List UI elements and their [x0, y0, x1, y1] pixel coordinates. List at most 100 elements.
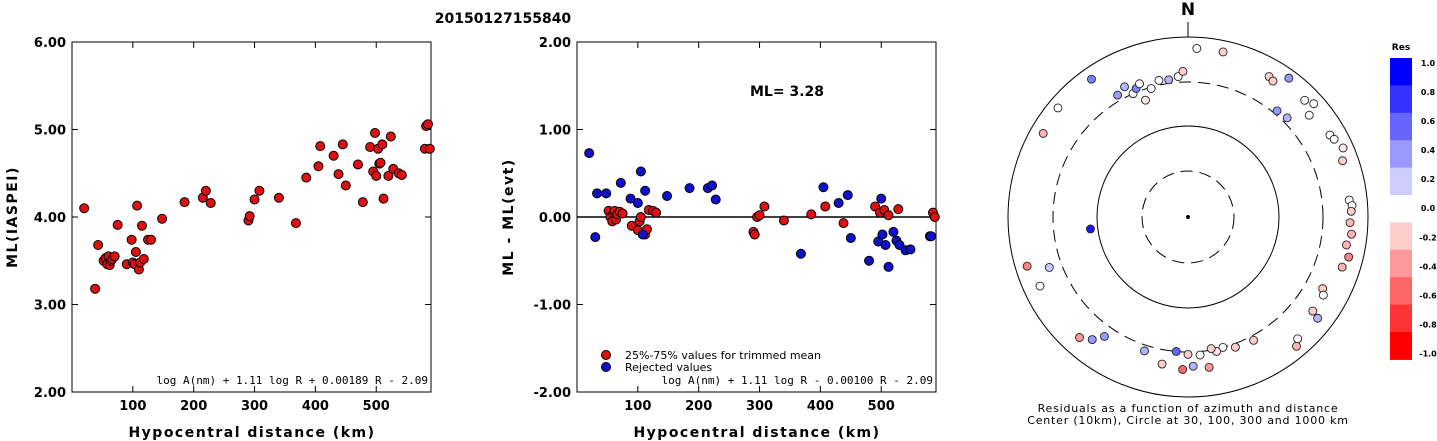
station-marker — [1085, 224, 1095, 234]
y-tick-label: 6.00 — [34, 36, 66, 51]
y-tick-label: 3.00 — [34, 299, 66, 314]
station-marker — [1053, 103, 1063, 113]
data-point — [383, 170, 394, 181]
x-tick-label: 100 — [624, 399, 651, 414]
data-point — [157, 213, 168, 224]
data-point — [340, 180, 351, 191]
colorbar-swatch — [1390, 167, 1412, 196]
epicenter-dot — [1186, 215, 1190, 219]
data-point — [290, 218, 301, 229]
station-marker — [1337, 262, 1347, 272]
station-marker — [1342, 240, 1351, 250]
station-marker — [1318, 290, 1328, 300]
left-ticks: 100 200 300 400 500 2.00 3.00 4.00 5.00 6.00 — [34, 36, 431, 414]
station-marker — [1338, 156, 1348, 166]
data-point — [926, 231, 937, 242]
station-marker — [1338, 143, 1348, 153]
station-marker — [1192, 44, 1202, 53]
data-point — [749, 229, 760, 240]
ring-30km — [1141, 170, 1235, 264]
x-tick-label: 300 — [746, 399, 773, 414]
data-point — [845, 233, 856, 243]
colorbar-label: -0.6 — [1419, 291, 1437, 300]
station-marker — [1300, 95, 1310, 105]
data-point — [146, 234, 157, 245]
data-point — [592, 188, 603, 199]
data-point — [778, 215, 789, 226]
colorbar-swatch — [1390, 222, 1412, 251]
colorbar-swatch — [1390, 85, 1412, 114]
data-point — [818, 182, 829, 193]
station-marker — [1183, 349, 1193, 359]
data-point — [833, 198, 844, 208]
y-tick-label: 2.00 — [34, 386, 66, 401]
y-tick-label: -2.00 — [534, 386, 571, 401]
data-point — [424, 143, 435, 154]
station-marker — [1178, 365, 1188, 374]
data-point — [385, 131, 396, 142]
data-point — [109, 251, 120, 262]
data-point — [615, 177, 626, 188]
station-marker — [1044, 263, 1054, 272]
station-marker — [1347, 229, 1357, 239]
data-point — [877, 229, 888, 240]
y-tick-label: 2.00 — [539, 36, 571, 51]
data-point — [249, 194, 260, 205]
station-marker — [1154, 75, 1164, 85]
data-point — [333, 169, 344, 180]
colorbar-swatch — [1390, 249, 1412, 278]
data-point — [632, 198, 643, 208]
data-point — [273, 192, 284, 203]
station-marker — [1282, 113, 1292, 123]
data-point — [820, 201, 831, 212]
station-marker — [1309, 99, 1319, 109]
middle-xlabel: Hypocentral distance (km) — [633, 425, 880, 441]
data-point — [795, 248, 806, 259]
data-point — [662, 191, 673, 201]
data-point — [205, 198, 216, 208]
data-point — [79, 203, 90, 214]
station-marker — [1344, 252, 1354, 262]
station-marker — [1188, 361, 1198, 371]
data-point — [888, 226, 899, 237]
data-point — [357, 197, 368, 208]
residual-colorbar: Res 1.0 0.8 0.6 0.4 0.2 0.0 -0.2 -0.4 -0.6 -0.8 -1… — [1390, 43, 1437, 360]
y-tick-label: -1.00 — [534, 299, 571, 314]
ring-1000km — [1007, 36, 1369, 398]
data-point — [138, 254, 149, 264]
station-marker — [1099, 331, 1109, 341]
data-point — [601, 188, 612, 199]
station-marker — [1038, 128, 1048, 138]
data-point — [883, 210, 894, 221]
station-marker — [1135, 79, 1144, 89]
data-point — [396, 170, 407, 180]
data-point — [929, 212, 940, 222]
data-point — [90, 283, 101, 294]
colorbar-label: -0.2 — [1419, 233, 1437, 242]
colorbar-label: 0.6 — [1421, 117, 1436, 126]
y-tick-label: 1.00 — [539, 124, 571, 139]
data-point — [93, 240, 104, 250]
data-point — [132, 200, 143, 211]
data-point — [838, 218, 849, 229]
station-marker — [1087, 335, 1097, 345]
x-tick-label: 100 — [119, 399, 146, 414]
station-marker — [1304, 110, 1314, 120]
data-point — [328, 150, 339, 161]
polar-stations — [1022, 44, 1357, 374]
legend-marker-trimmed — [601, 350, 611, 360]
colorbar-swatches — [1390, 58, 1412, 360]
data-point — [684, 183, 695, 194]
figure-title: 20150127155840 — [435, 11, 572, 27]
data-point — [126, 234, 137, 245]
data-point — [337, 139, 348, 150]
colorbar-label: 0.8 — [1421, 88, 1436, 97]
data-point — [371, 170, 382, 181]
x-tick-label: 400 — [807, 399, 834, 414]
data-point — [422, 119, 433, 130]
station-marker — [1313, 313, 1323, 323]
left-ylabel: ML(IASPEI) — [5, 166, 21, 268]
x-tick-label: 400 — [302, 399, 329, 414]
colorbar-label: 0.4 — [1421, 146, 1436, 155]
data-point — [635, 166, 646, 177]
